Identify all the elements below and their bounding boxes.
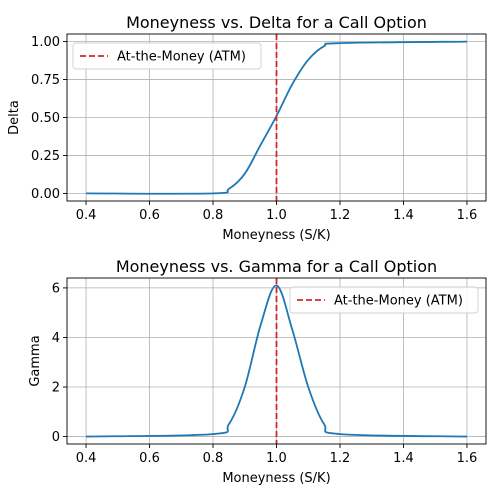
chart2-x-tick-label: 1.2: [330, 451, 351, 466]
chart1-x-tick-label: 0.8: [203, 208, 224, 223]
chart2-legend-label: At-the-Money (ATM): [334, 294, 463, 309]
chart1-y-tick-label: 1.00: [31, 35, 60, 50]
chart1-x-tick-label: 1.4: [393, 208, 414, 223]
chart1-x-tick-label: 0.6: [139, 208, 160, 223]
chart2-x-tick-label: 0.4: [76, 451, 97, 466]
chart2-title: Moneyness vs. Gamma for a Call Option: [116, 257, 437, 276]
chart1-y-tick-label: 0.25: [31, 149, 60, 164]
chart2-group: Moneyness vs. Gamma for a Call Option 0.4…: [28, 257, 487, 486]
chart1-legend: At-the-Money (ATM): [72, 42, 262, 70]
chart2-y-axis-label: Gamma: [28, 335, 43, 386]
chart2-x-tick-label: 1.4: [393, 451, 414, 466]
chart2-x-axis-label: Moneyness (S/K): [222, 471, 330, 486]
chart1-y-axis-label: Delta: [7, 100, 22, 135]
chart1-x-tick-label: 1.2: [330, 208, 351, 223]
chart1-title: Moneyness vs. Delta for a Call Option: [126, 13, 427, 32]
chart2-legend-box: [289, 286, 479, 314]
chart2-y-tick-label: 6: [52, 281, 60, 296]
chart1-legend-label: At-the-Money (ATM): [117, 50, 246, 65]
chart1-group: Moneyness vs. Delta for a Call Option 0.4…: [7, 13, 487, 243]
chart1-x-tick-label: 1.6: [457, 208, 478, 223]
chart2-series-line: [86, 284, 467, 438]
chart2-x-tick-label: 1.6: [457, 451, 478, 466]
chart2-x-tick-label: 0.8: [203, 451, 224, 466]
chart1-y-tick-label: 0.00: [31, 187, 60, 202]
chart1-x-tick-label: 0.4: [76, 208, 97, 223]
chart2-y-tick-label: 0: [52, 430, 60, 445]
chart2-x-tick-label: 1.0: [266, 451, 287, 466]
chart1-y-tick-label: 0.75: [31, 73, 60, 88]
chart2-legend: At-the-Money (ATM): [289, 286, 479, 314]
chart1-legend-box: [72, 42, 262, 70]
chart1-x-tick-label: 1.0: [266, 208, 287, 223]
chart2-x-tick-label: 0.6: [139, 451, 160, 466]
chart1-y-tick-label: 0.50: [31, 111, 60, 126]
chart2-y-tick-label: 4: [52, 331, 60, 346]
chart2-y-tick-label: 2: [52, 381, 60, 396]
chart1-x-axis-label: Moneyness (S/K): [222, 228, 330, 243]
